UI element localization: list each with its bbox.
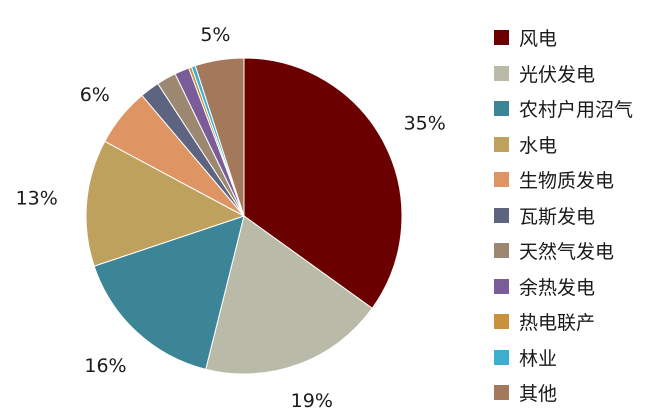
legend-label: 风电 [519,28,558,51]
legend-item-2: 光伏发电 [494,56,633,92]
legend-item-6: 瓦斯发电 [494,198,633,234]
pie-slice-1 [243,57,403,310]
legend-swatch [494,278,509,294]
legend-swatch [494,243,509,259]
pie-data-labels: 35% 19% 16% 13% 6% 5% [16,24,446,411]
chart-legend: 风电光伏发电农村户用沼气 水电生物质发电瓦斯发电天然气发电余热发电热电联产林业其他 [494,20,633,411]
legend-swatch [494,30,509,46]
legend-swatch [494,136,509,152]
legend-label: 生物质发电 [519,170,615,193]
legend-swatch [494,385,509,401]
legend-item-9: 热电联产 [494,304,633,340]
legend-item-7: 天然气发电 [494,233,633,269]
legend-swatch [494,65,509,81]
data-label-5: 6% [80,84,110,106]
legend-label: 天然气发电 [519,241,615,264]
legend-label: 光伏发电 [519,63,596,86]
legend-item-4: 水电 [494,127,633,163]
legend-label: 林业 [519,347,558,370]
legend-label: 农村户用沼气 [519,99,634,122]
data-label-4: 13% [16,187,58,209]
legend-item-1: 风电 [494,20,633,56]
legend-swatch [494,207,509,223]
legend-label: 水电 [519,134,558,157]
data-label-3: 16% [84,355,126,377]
legend-swatch [494,101,509,117]
legend-label: 余热发电 [519,276,596,299]
data-label-1: 35% [404,112,446,134]
pie-slice-2 [205,215,373,375]
legend-item-8: 余热发电 [494,269,633,305]
pie-slice-11 [194,57,245,217]
pie-slice-4 [85,140,246,267]
legend-swatch [494,314,509,330]
pie-slice-3 [93,215,245,370]
legend-item-11: 其他 [494,375,633,411]
legend-label: 其他 [519,383,558,406]
legend-item-10: 林业 [494,340,633,376]
legend-label: 热电联产 [519,312,596,335]
legend-item-5: 生物质发电 [494,162,633,198]
legend-swatch [494,172,509,188]
legend-label: 瓦斯发电 [519,205,596,228]
data-label-11: 5% [200,24,230,46]
pie-slices [85,57,403,375]
legend-swatch [494,349,509,365]
data-label-2: 19% [291,390,333,411]
legend-item-3: 农村户用沼气 [494,91,633,127]
